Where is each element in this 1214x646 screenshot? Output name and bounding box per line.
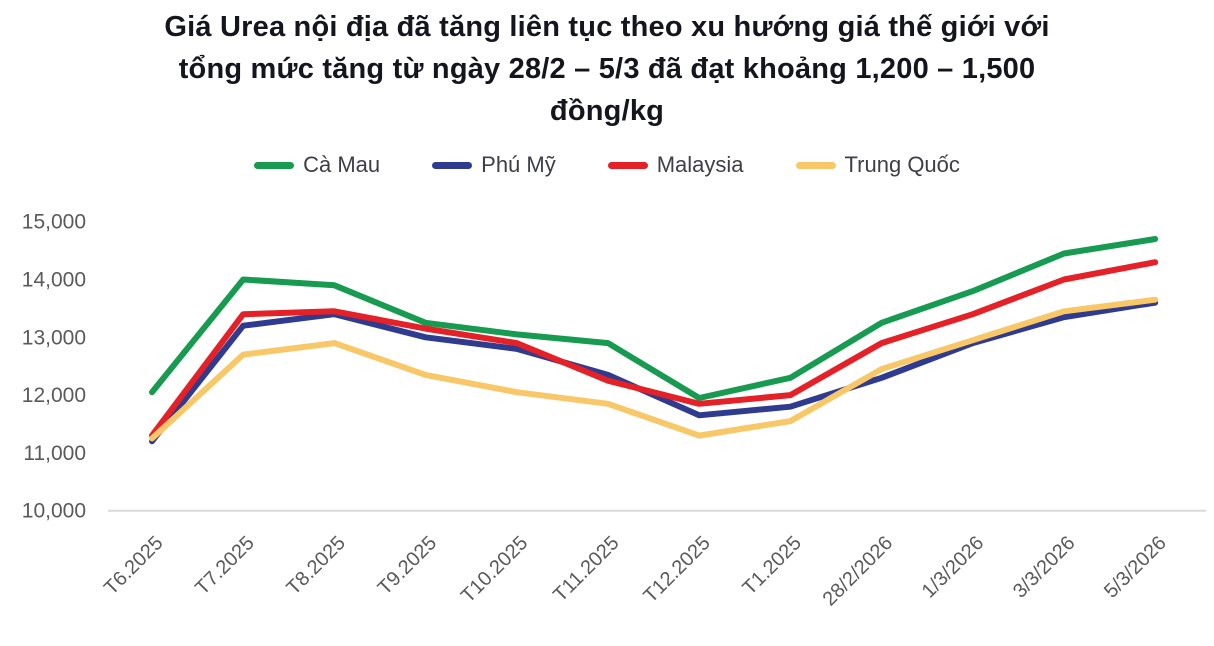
series-line-malaysia — [149, 259, 1159, 439]
legend-label: Trung Quốc — [844, 152, 960, 178]
x-axis-label: 5/3/2026 — [1100, 532, 1171, 603]
x-axis-label: T12.2025 — [639, 532, 714, 607]
legend-item-trung-quoc: Trung Quốc — [795, 152, 960, 178]
y-axis-label: 10,000 — [22, 500, 86, 523]
y-axis-label: 11,000 — [23, 442, 86, 465]
series-line-trung-quoc — [149, 296, 1159, 442]
price-line-chart: 10,000 11,000 12,000 13,000 14,000 15,000 T6.2… — [22, 211, 1206, 611]
y-axis-label: 12,000 — [22, 384, 86, 407]
chart-title: Giá Urea nội địa đã tăng liên tục theo x… — [164, 11, 1050, 128]
x-axis-label: T8.2025 — [282, 532, 349, 599]
legend-item-malaysia: Malaysia — [607, 152, 744, 178]
x-axis-label: T9.2025 — [374, 532, 441, 599]
x-axis-label: T6.2025 — [100, 532, 167, 599]
x-axis-label: T11.2025 — [549, 532, 623, 606]
legend-swatch-trung-quoc — [795, 161, 836, 169]
y-axis-label: 13,000 — [22, 326, 86, 349]
series-line-ca-mau — [149, 236, 1159, 402]
x-axis-label: 28/2/2026 — [819, 532, 897, 610]
legend-label: Cà Mau — [303, 152, 381, 178]
y-axis-label: 15,000 — [22, 211, 86, 234]
legend-swatch-phu-my — [432, 161, 473, 169]
legend-label: Malaysia — [656, 152, 744, 178]
x-axis-label: T7.2025 — [191, 532, 258, 599]
x-axis-label: 1/3/2026 — [918, 532, 989, 603]
x-axis-label: T1.2025 — [738, 532, 805, 599]
legend-swatch-malaysia — [607, 161, 648, 169]
x-axis-label: 3/3/2026 — [1009, 532, 1080, 603]
legend-item-phu-my: Phú Mỹ — [432, 152, 556, 178]
legend-swatch-ca-mau — [254, 161, 295, 169]
legend-item-ca-mau: Cà Mau — [254, 152, 380, 178]
legend-label: Phú Mỹ — [481, 152, 556, 178]
x-axis-label: T10.2025 — [457, 532, 532, 607]
y-axis-label: 14,000 — [22, 269, 86, 292]
chart-legend: Cà Mau Phú Mỹ Malaysia Trung Quốc — [0, 152, 1214, 178]
